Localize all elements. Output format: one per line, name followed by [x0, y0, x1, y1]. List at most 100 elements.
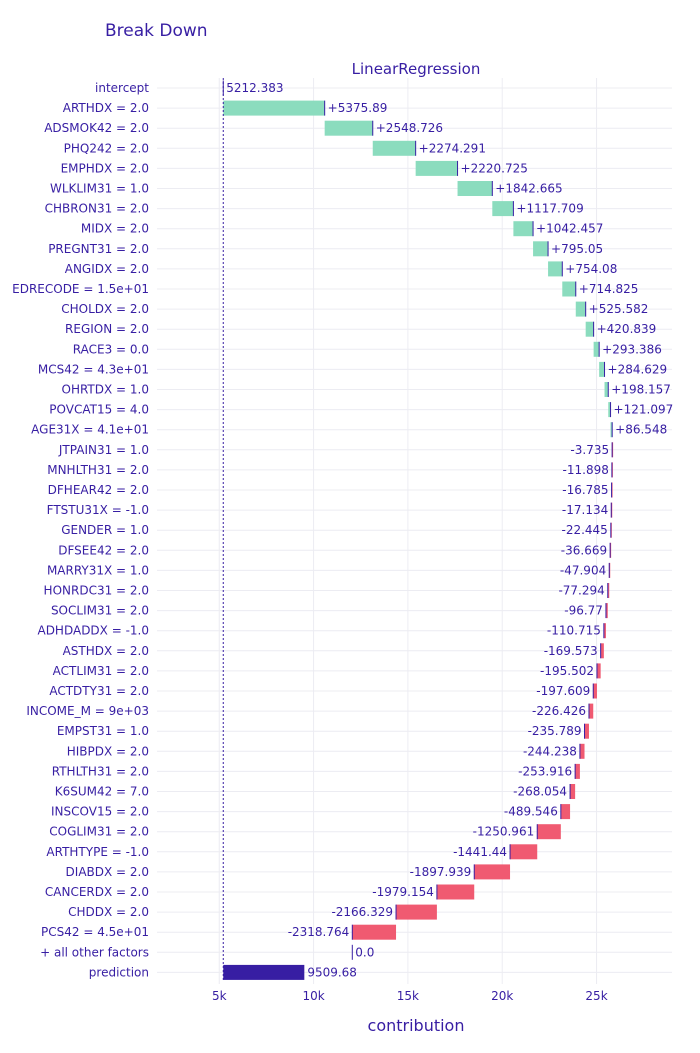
value-label: +5375.89: [328, 101, 388, 115]
bar-contribution: [593, 683, 597, 699]
category-label: HONRDC31 = 2.0: [44, 584, 149, 598]
bar-contribution: [610, 422, 613, 438]
value-label: -36.669: [561, 543, 607, 557]
value-label: +1117.709: [516, 202, 583, 216]
category-label: JTPAIN31 = 1.0: [58, 443, 149, 457]
value-label: -169.573: [544, 644, 598, 658]
category-label: INCOME_M = 9e+03: [26, 704, 149, 718]
category-label: FTSTU31X = -1.0: [47, 503, 149, 517]
value-label: +420.839: [597, 322, 657, 336]
bar-contribution: [474, 864, 511, 880]
value-label: -96.77: [564, 604, 603, 618]
category-label: prediction: [89, 965, 149, 979]
category-label: PREGNT31 = 2.0: [48, 242, 149, 256]
bar-contribution: [603, 623, 606, 639]
bar-contribution: [593, 341, 600, 357]
bar-contribution: [570, 784, 576, 799]
value-label: -16.785: [562, 483, 608, 497]
category-label: CHDDX = 2.0: [68, 905, 149, 919]
category-label: CHBRON31 = 2.0: [45, 202, 149, 216]
value-label: -197.609: [536, 684, 590, 698]
category-label: ACTLIM31 = 2.0: [53, 664, 149, 678]
value-label: +2548.726: [376, 121, 443, 135]
value-label: -1897.939: [410, 865, 472, 879]
bar-contribution: [396, 904, 437, 920]
value-label: +86.548: [615, 423, 667, 437]
category-label: INSCOV15 = 2.0: [51, 805, 149, 819]
category-label: HIBPDX = 2.0: [67, 744, 149, 758]
bar-contribution: [575, 301, 586, 317]
value-label: -2166.329: [331, 905, 393, 919]
value-label: +1042.457: [536, 222, 603, 236]
value-label: -226.426: [532, 704, 586, 718]
x-tick-label: 10k: [302, 989, 324, 1003]
category-label: DIABDX = 2.0: [66, 865, 149, 879]
bar-contribution: [588, 703, 594, 719]
value-label: +795.05: [551, 242, 603, 256]
bar-contribution: [223, 100, 325, 116]
value-label: +754.08: [565, 262, 617, 276]
category-label: PCS42 = 4.5e+01: [41, 925, 149, 939]
value-label: +714.825: [579, 282, 639, 296]
category-label: RACE3 = 0.0: [73, 342, 149, 356]
bar-contribution: [492, 201, 514, 217]
value-label: -22.445: [561, 523, 607, 537]
category-label: PHQ242 = 2.0: [64, 141, 149, 155]
category-label: AGE31X = 4.1e+01: [31, 423, 149, 437]
bar-contribution: [579, 743, 585, 759]
bar-contribution: [415, 160, 458, 176]
x-tick-label: 15k: [397, 989, 419, 1003]
value-label: -3.735: [570, 443, 609, 457]
value-label: -11.898: [563, 463, 609, 477]
value-label: -489.546: [504, 805, 558, 819]
bar-contribution: [548, 261, 563, 277]
bar-contribution: [513, 221, 534, 237]
value-label: +2220.725: [461, 161, 528, 175]
value-label: -17.134: [562, 503, 608, 517]
category-label: GENDER = 1.0: [61, 523, 149, 537]
category-label: MIDX = 2.0: [81, 222, 149, 236]
value-label: +525.582: [589, 302, 649, 316]
category-label: ASTHDX = 2.0: [63, 644, 149, 658]
x-tick-label: 5k: [212, 989, 227, 1003]
category-label: MNHLTH31 = 2.0: [47, 463, 149, 477]
value-label: +198.157: [611, 383, 671, 397]
x-tick-label: 25k: [585, 989, 607, 1003]
category-label: MCS42 = 4.3e+01: [38, 362, 149, 376]
bar-contribution: [457, 181, 493, 196]
bar-contribution: [604, 382, 609, 397]
value-label: +293.386: [602, 342, 662, 356]
category-label: intercept: [95, 81, 149, 95]
bar-contribution: [372, 140, 416, 156]
category-label: ANGIDX = 2.0: [65, 262, 149, 276]
bar-contribution: [605, 603, 608, 619]
bar-contribution: [608, 402, 611, 418]
x-tick-label: 20k: [491, 989, 513, 1003]
label-layer: 5k 10k 15k 20k 25k intercept 5212.383 ARTHDX = …: [12, 81, 673, 1003]
bar-contribution: [352, 924, 397, 940]
category-label: MARRY31X = 1.0: [47, 563, 149, 577]
value-label: -1979.154: [372, 885, 434, 899]
category-label: EDRECODE = 1.5e+01: [12, 282, 149, 296]
category-label: K6SUM42 = 7.0: [55, 785, 149, 799]
category-label: ACTDTY31 = 2.0: [49, 684, 149, 698]
bar-layer: [222, 78, 614, 980]
category-label: ARTHTYPE = -1.0: [46, 845, 149, 859]
category-label: WLKLIM31 = 1.0: [50, 182, 149, 196]
value-label: -77.294: [558, 584, 604, 598]
category-label: EMPHDX = 2.0: [61, 161, 149, 175]
bar-contribution: [560, 804, 571, 820]
bar-contribution: [537, 824, 561, 840]
category-label: ADSMOK42 = 2.0: [44, 121, 149, 135]
category-label: CHOLDX = 2.0: [61, 302, 149, 316]
category-label: + all other factors: [40, 945, 149, 959]
bar-contribution: [607, 583, 610, 598]
bar-contribution: [596, 663, 601, 679]
bar-contribution: [585, 321, 594, 337]
value-label: +284.629: [608, 362, 668, 376]
category-label: ADHDADDX = -1.0: [37, 624, 149, 638]
value-label: -195.502: [540, 664, 594, 678]
bar-contribution: [510, 844, 538, 860]
value-label: -47.904: [560, 563, 606, 577]
